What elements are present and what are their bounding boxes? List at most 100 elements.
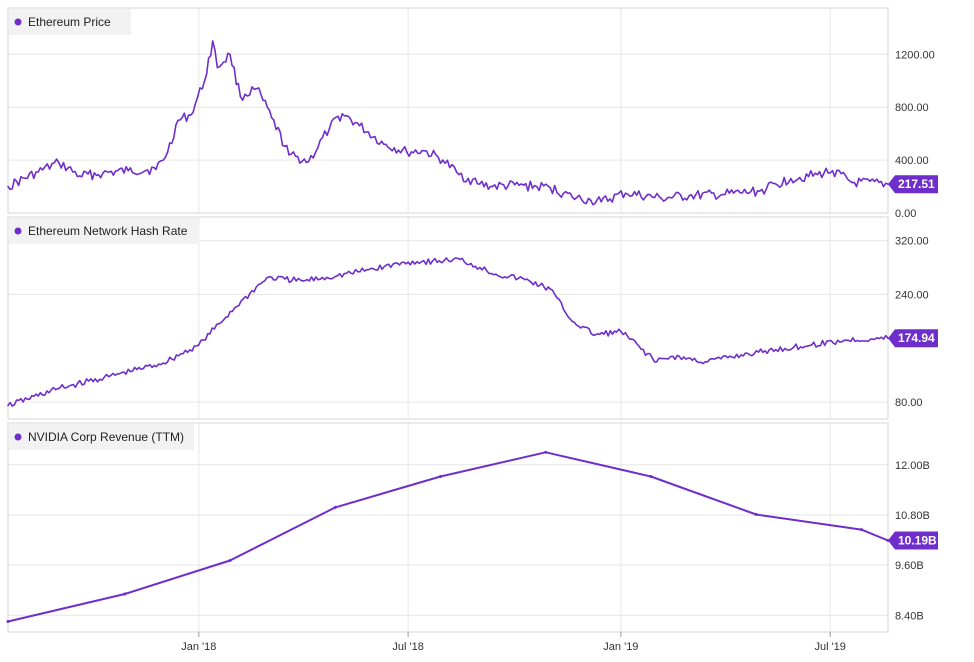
data-point — [239, 95, 242, 98]
legend-background — [9, 218, 199, 244]
legend-dot-icon — [14, 18, 22, 26]
data-point — [518, 184, 520, 187]
data-point — [724, 193, 726, 196]
last-value-badge-shape — [888, 329, 938, 348]
data-point — [127, 169, 130, 172]
data-point — [571, 320, 574, 323]
data-point — [177, 119, 179, 122]
y-tick-label: 9.60B — [895, 560, 924, 572]
y-tick-label: 80.00 — [895, 397, 923, 409]
data-point — [155, 168, 157, 171]
data-point — [406, 151, 408, 153]
data-point — [831, 169, 834, 172]
panel-frame — [7, 422, 889, 633]
y-tick-label: 12.00B — [895, 460, 930, 472]
y-tick-label: 1200.00 — [895, 49, 935, 61]
data-point — [479, 183, 481, 185]
data-point — [458, 173, 460, 176]
last-value-label: 217.51 — [898, 177, 935, 191]
data-point — [7, 185, 9, 188]
data-point — [216, 66, 219, 69]
last-value-badge: 174.94 — [888, 329, 938, 348]
data-point — [372, 268, 375, 270]
data-point — [544, 450, 548, 454]
data-point — [438, 475, 442, 479]
data-point — [549, 187, 552, 189]
panel-frame — [7, 7, 889, 214]
legend-background — [9, 9, 131, 35]
legend: Ethereum Network Hash Rate — [9, 218, 199, 244]
x-axis: Jan '18 Jul '18 Jan '19 Jul '19 — [181, 632, 846, 653]
data-point — [102, 172, 104, 175]
data-point — [78, 175, 81, 177]
last-value-badge-shape — [888, 175, 938, 194]
y-tick-label: 0.00 — [895, 208, 916, 220]
data-point — [7, 404, 9, 407]
data-point — [233, 307, 236, 309]
data-point — [336, 274, 339, 277]
data-point — [198, 344, 200, 346]
data-point — [302, 280, 304, 282]
last-value-badge-shape — [888, 531, 938, 550]
data-point — [479, 266, 481, 269]
data-point — [423, 150, 426, 152]
legend: NVIDIA Corp Revenue (TTM) — [9, 424, 194, 450]
data-point — [600, 200, 603, 203]
last-value-label: 174.94 — [898, 331, 935, 345]
legend-background — [9, 424, 194, 450]
panel-2: 320.00 240.00 80.00 Ethereum Network Hash R… — [7, 216, 938, 420]
data-point — [624, 192, 627, 194]
legend-dot-icon — [14, 433, 22, 441]
data-point — [383, 143, 385, 146]
data-point — [203, 79, 206, 82]
panel-3: 12.00B 10.80B 9.60B 8.40B NVIDIA Corp Revenu… — [6, 422, 938, 633]
data-point — [255, 87, 258, 90]
y-tick-label: 400.00 — [895, 155, 929, 167]
data-point — [845, 339, 848, 342]
data-point — [288, 154, 290, 156]
data-point — [754, 513, 758, 517]
data-point — [229, 53, 231, 56]
legend-label: NVIDIA Corp Revenue (TTM) — [28, 430, 184, 444]
data-point — [571, 196, 574, 198]
y-tick-label: 800.00 — [895, 102, 929, 114]
data-point — [655, 360, 658, 363]
data-point — [672, 355, 674, 358]
data-point — [358, 124, 361, 127]
data-point — [56, 387, 59, 390]
data-point — [459, 258, 461, 261]
data-point — [189, 114, 192, 116]
data-point — [524, 278, 526, 281]
data-point — [851, 181, 853, 184]
data-point — [211, 40, 214, 42]
data-point — [307, 160, 310, 163]
data-point — [58, 161, 60, 164]
data-point — [775, 348, 777, 351]
data-point — [123, 592, 127, 596]
y-tick-label: 10.80B — [895, 510, 930, 522]
data-point — [107, 375, 110, 378]
x-tick-label: Jul '19 — [814, 641, 845, 653]
data-point — [441, 159, 444, 161]
data-point — [407, 261, 409, 263]
data-point — [443, 259, 445, 262]
data-point — [328, 127, 331, 130]
data-point — [859, 528, 863, 532]
last-value-badge: 10.19B — [888, 531, 938, 550]
legend: Ethereum Price — [9, 9, 131, 35]
data-point — [228, 559, 232, 563]
x-tick-label: Jan '18 — [181, 641, 216, 653]
last-value-badge: 217.51 — [888, 175, 938, 194]
x-tick-label: Jan '19 — [603, 641, 638, 653]
y-tick-label: 240.00 — [895, 289, 929, 301]
series-line-2 — [7, 257, 889, 407]
legend-dot-icon — [14, 227, 22, 235]
data-point — [790, 177, 792, 180]
last-value-label: 10.19B — [898, 533, 937, 547]
data-point — [166, 151, 169, 153]
panel-1: 1200.00 800.00 400.00 0.00 Ethereum Price 217… — [7, 7, 938, 220]
data-point — [270, 116, 273, 119]
data-point — [495, 273, 497, 276]
data-point — [266, 276, 268, 279]
data-point — [660, 197, 663, 200]
